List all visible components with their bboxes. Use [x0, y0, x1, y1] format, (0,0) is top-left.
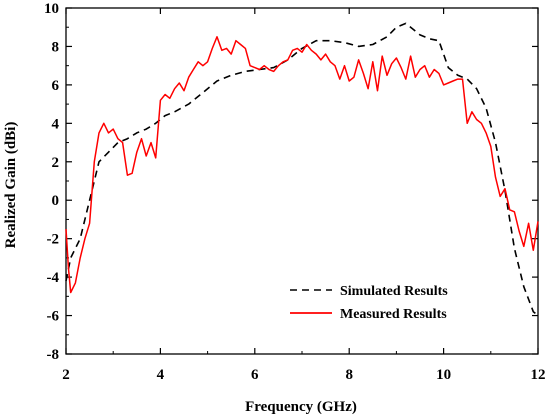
- legend: Simulated Results Measured Results: [290, 284, 448, 322]
- y-tick-label: -2: [47, 232, 60, 248]
- legend-label: Measured Results: [340, 307, 447, 322]
- y-tick-label: 2: [52, 155, 60, 171]
- series-line-simulated-results: [65, 22, 539, 317]
- y-tick-label: -4: [47, 270, 60, 286]
- series-layer: [65, 22, 539, 317]
- x-axis-title: Frequency (GHz): [245, 399, 357, 415]
- axes-layer: 2 4 6 8 10 12 -8 -6 -4 -2 0 2 4 6 8 10: [44, 1, 546, 383]
- series-line-measured-results: [65, 36, 539, 294]
- y-tick-label: 8: [52, 39, 60, 55]
- x-tick-label: 10: [436, 367, 451, 383]
- x-tick-label: 6: [251, 367, 259, 383]
- y-tick-label: 0: [52, 193, 60, 209]
- legend-label: Simulated Results: [340, 284, 448, 299]
- y-tick-label: 6: [52, 78, 60, 94]
- y-tick-label: -6: [47, 309, 60, 325]
- y-tick-label: 4: [52, 116, 60, 132]
- y-tick-label: 10: [44, 1, 59, 17]
- x-tick-label: 4: [157, 367, 165, 383]
- y-tick-label: -8: [47, 347, 60, 363]
- y-axis-title: Realized Gain (dBi): [3, 122, 19, 249]
- x-tick-label: 12: [531, 367, 546, 383]
- x-tick-label: 8: [345, 367, 353, 383]
- x-tick-label: 2: [62, 367, 70, 383]
- plot-frame: [65, 7, 539, 355]
